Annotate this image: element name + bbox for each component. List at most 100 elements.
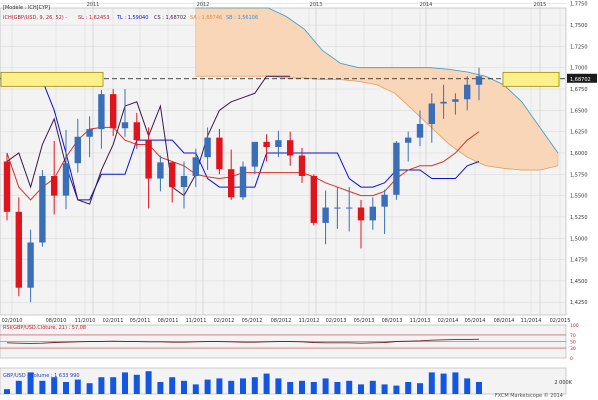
candle-body: [346, 207, 353, 209]
volume-bar: [39, 380, 46, 394]
target-box-left: [0, 71, 104, 87]
volume-bar: [204, 379, 211, 394]
candle-body: [98, 94, 105, 130]
volume-bar: [417, 383, 423, 394]
candle-body: [298, 155, 306, 176]
x-tick-label: 08/2013: [382, 318, 403, 324]
candle-body: [440, 101, 447, 104]
candle-body: [204, 137, 211, 158]
volume-bar: [369, 380, 376, 394]
legend-sa: SA : 1,65746: [190, 15, 222, 21]
legend-sb: SB : 1,56106: [226, 15, 258, 21]
volume-bar: [216, 378, 223, 394]
candle-body: [310, 175, 317, 223]
x-tick-label: 08/2014: [494, 318, 515, 324]
y-tick-label: 1,5250: [570, 215, 588, 221]
candle-body: [157, 162, 164, 179]
year-label: 2011: [87, 2, 100, 8]
candle-body: [334, 207, 341, 209]
candle-body: [27, 242, 34, 288]
candle-body: [51, 175, 58, 196]
volume-bar: [98, 377, 105, 394]
volume-bar: [476, 382, 482, 394]
candle-body: [475, 76, 483, 85]
y-tick-label: 1,5750: [570, 172, 588, 178]
volume-bar: [452, 372, 459, 394]
candle-body: [110, 94, 117, 129]
volume-bar: [110, 377, 117, 394]
candle-body: [428, 103, 435, 124]
ichimoku-cloud: [195, 7, 559, 171]
candle-body: [405, 137, 412, 143]
x-tick-label: 02/2014: [438, 318, 459, 324]
candle-body: [192, 157, 199, 176]
candle-body: [275, 140, 282, 148]
volume-bar: [440, 373, 447, 394]
volume-label: GBP/USD - Volume : 1 633 990: [3, 373, 80, 379]
candle-body: [86, 129, 93, 137]
candle-body: [74, 136, 81, 164]
y-tick-label: 1,6500: [570, 108, 588, 114]
candle-body: [322, 207, 329, 223]
candle-body: [216, 137, 223, 170]
volume-bar: [464, 378, 471, 394]
candle-body: [287, 140, 294, 156]
candle-body: [15, 211, 22, 288]
x-tick-label: 02/2012: [214, 318, 235, 324]
volume-bar: [122, 372, 128, 394]
target-boxes: [0, 71, 560, 87]
y-tick-label: 1,6000: [570, 151, 588, 157]
year-label: 2012: [197, 2, 210, 8]
rsi-tick-label: 50: [570, 340, 576, 346]
x-tick-label: 08/2011: [158, 318, 179, 324]
candle-body: [464, 84, 471, 100]
candle-body: [357, 207, 365, 221]
volume-bar: [322, 378, 329, 394]
candle-body: [121, 122, 129, 129]
x-tick-label: 05/2011: [130, 318, 151, 324]
x-tick-label: 11/2011: [186, 318, 207, 324]
grid: [0, 0, 566, 315]
year-label: 2014: [420, 2, 433, 8]
volume-bar: [169, 377, 176, 394]
candle-body: [393, 142, 400, 195]
senkou-b-line: [195, 7, 559, 154]
axes: 2011 2012 2013 2014 2015 1,7750 1,7500 1,7250 1,…: [2, 2, 597, 324]
x-tick-label: 05/2012: [242, 318, 263, 324]
y-tick-label: 1,7250: [570, 44, 588, 50]
volume-bar: [228, 380, 235, 394]
volume-bar: [393, 385, 400, 394]
candle-body: [381, 194, 388, 207]
candle-body: [169, 162, 176, 188]
volume-tick-label: 2 000K: [554, 380, 572, 386]
y-tick-label: 1,5000: [570, 236, 588, 242]
volume-bar: [428, 372, 435, 394]
y-tick-label: 1,6250: [570, 130, 588, 136]
y-tick-label: 1,6750: [570, 87, 588, 93]
legend-tl: TL : 1,59040: [116, 15, 148, 21]
rsi-line: [6, 338, 480, 344]
rsi-label: RSI(GBP/USD.Clôture, 21) : 57,08: [3, 324, 86, 331]
legend-model: [Modèle : ICH[CYP]: [3, 4, 50, 11]
price-badge: [567, 73, 597, 83]
x-tick-label: 05/2014: [465, 318, 486, 324]
price-badge-label: 1,68702: [570, 77, 591, 83]
senkou-a-line: [195, 75, 559, 171]
volume-bar: [310, 382, 317, 394]
candle-body: [452, 99, 459, 102]
legend-ichimoku: ICH(GBP/USD, 9, 26, 52) -: [3, 15, 67, 21]
rsi-tick-label: 0: [570, 356, 573, 362]
x-tick-label: 08/2010: [46, 318, 67, 324]
rsi-tick-label: 70: [570, 333, 576, 339]
candle-body: [39, 175, 46, 243]
volume-bar: [27, 372, 34, 394]
volume-bar: [63, 382, 69, 394]
y-tick-label: 1,5500: [570, 194, 588, 200]
x-tick-label: 02/2015: [550, 318, 571, 324]
footer-credit: FXCM Marketscope © 2014: [495, 392, 563, 399]
volume-bar: [157, 382, 164, 394]
rsi-tick-label: 100: [570, 323, 579, 329]
x-tick-label: 05/2013: [354, 318, 375, 324]
